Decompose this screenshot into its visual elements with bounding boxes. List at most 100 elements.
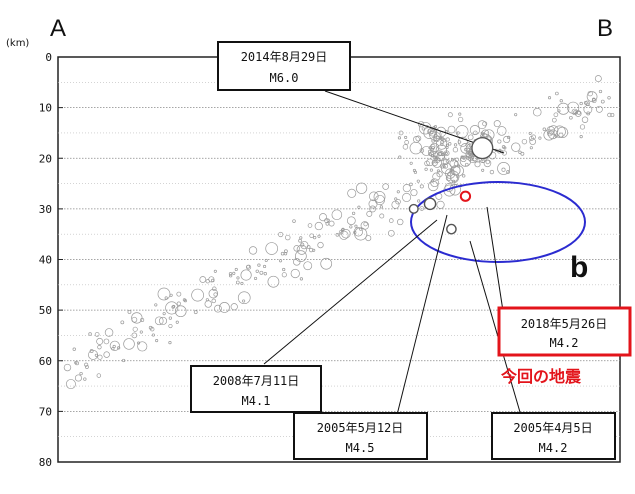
background-point [379, 213, 385, 219]
annotation-2005-may: 2005年5月12日 M4.5 [293, 412, 428, 460]
background-point [137, 341, 148, 352]
background-point [320, 257, 333, 270]
background-point [382, 183, 389, 190]
background-point [355, 182, 368, 194]
background-point [440, 162, 453, 174]
background-point [150, 327, 155, 332]
background-point [379, 205, 383, 209]
background-point [503, 146, 507, 150]
background-point [455, 125, 469, 138]
background-point [353, 230, 357, 235]
background-point [553, 112, 559, 118]
background-point [474, 161, 481, 168]
annotation-magnitude: M4.1 [242, 394, 271, 408]
background-point [228, 272, 233, 276]
background-point [360, 221, 370, 230]
region-b-ellipse [410, 181, 586, 263]
background-point [559, 99, 563, 103]
background-point [457, 140, 462, 144]
annotation-magnitude: M4.2 [539, 441, 568, 455]
y-tick-label: 40 [39, 254, 52, 267]
background-point [339, 230, 349, 240]
background-point [176, 301, 181, 306]
background-point [365, 235, 372, 242]
background-point [402, 184, 411, 193]
background-point [331, 209, 343, 221]
background-point [298, 238, 302, 243]
background-point [388, 218, 394, 223]
background-point [373, 191, 386, 203]
background-point [402, 192, 412, 202]
background-point [598, 89, 603, 94]
background-point [309, 247, 314, 253]
background-point [235, 280, 240, 285]
region-b-label: b [570, 251, 588, 284]
background-point [151, 333, 155, 337]
annotation-magnitude: M4.2 [550, 336, 579, 350]
background-point [462, 156, 466, 160]
leader-2008 [263, 219, 438, 365]
background-point [65, 379, 76, 390]
background-point [314, 221, 323, 231]
background-point [497, 139, 502, 144]
background-point [607, 96, 611, 100]
background-point [443, 163, 448, 169]
background-point [132, 326, 138, 332]
background-point [442, 159, 449, 166]
background-point [363, 221, 368, 227]
event-point [446, 223, 457, 235]
background-point [264, 258, 268, 262]
background-point [430, 178, 440, 188]
y-tick-label: 0 [45, 51, 52, 64]
background-point [83, 377, 87, 381]
background-point [439, 163, 445, 169]
background-point [75, 361, 79, 366]
background-point [131, 312, 143, 324]
y-tick-label: 50 [39, 304, 52, 317]
background-point [263, 271, 267, 276]
background-point [445, 175, 452, 182]
event-point [471, 137, 494, 160]
y-tick-label: 80 [39, 456, 52, 469]
background-point [573, 110, 578, 115]
corner-label-a: A [50, 15, 66, 42]
annotation-date: 2005年4月5日 [513, 421, 592, 435]
background-point [493, 120, 501, 128]
background-point [442, 165, 446, 169]
background-point [595, 105, 603, 113]
background-point [553, 125, 566, 138]
background-point [533, 107, 542, 117]
annotation-date: 2014年8月29日 [241, 50, 328, 64]
background-point [131, 316, 138, 323]
background-point [567, 101, 580, 114]
background-point [131, 332, 138, 339]
background-point [501, 167, 506, 172]
background-point [556, 126, 569, 138]
annotation-date: 2008年7月11日 [213, 374, 300, 388]
background-point [529, 146, 533, 150]
background-point [521, 138, 528, 145]
background-point [514, 113, 518, 117]
background-point [338, 229, 344, 235]
background-point [554, 134, 558, 138]
background-point [576, 111, 581, 115]
background-point [429, 151, 435, 157]
background-point [319, 213, 328, 222]
background-point [586, 91, 598, 102]
background-point [518, 150, 522, 154]
background-point [462, 174, 466, 178]
background-point [409, 182, 413, 187]
annotation-2018: 2018年5月26日 M4.2 [497, 306, 632, 357]
background-point [610, 112, 615, 117]
background-point [410, 189, 418, 197]
background-point [157, 287, 171, 301]
background-point [387, 229, 395, 237]
background-point [506, 170, 510, 174]
annotation-box-highlight [497, 306, 632, 357]
background-point [168, 323, 173, 329]
background-point [346, 216, 356, 226]
background-point [158, 316, 168, 325]
background-point [404, 140, 409, 145]
background-point [415, 135, 422, 142]
